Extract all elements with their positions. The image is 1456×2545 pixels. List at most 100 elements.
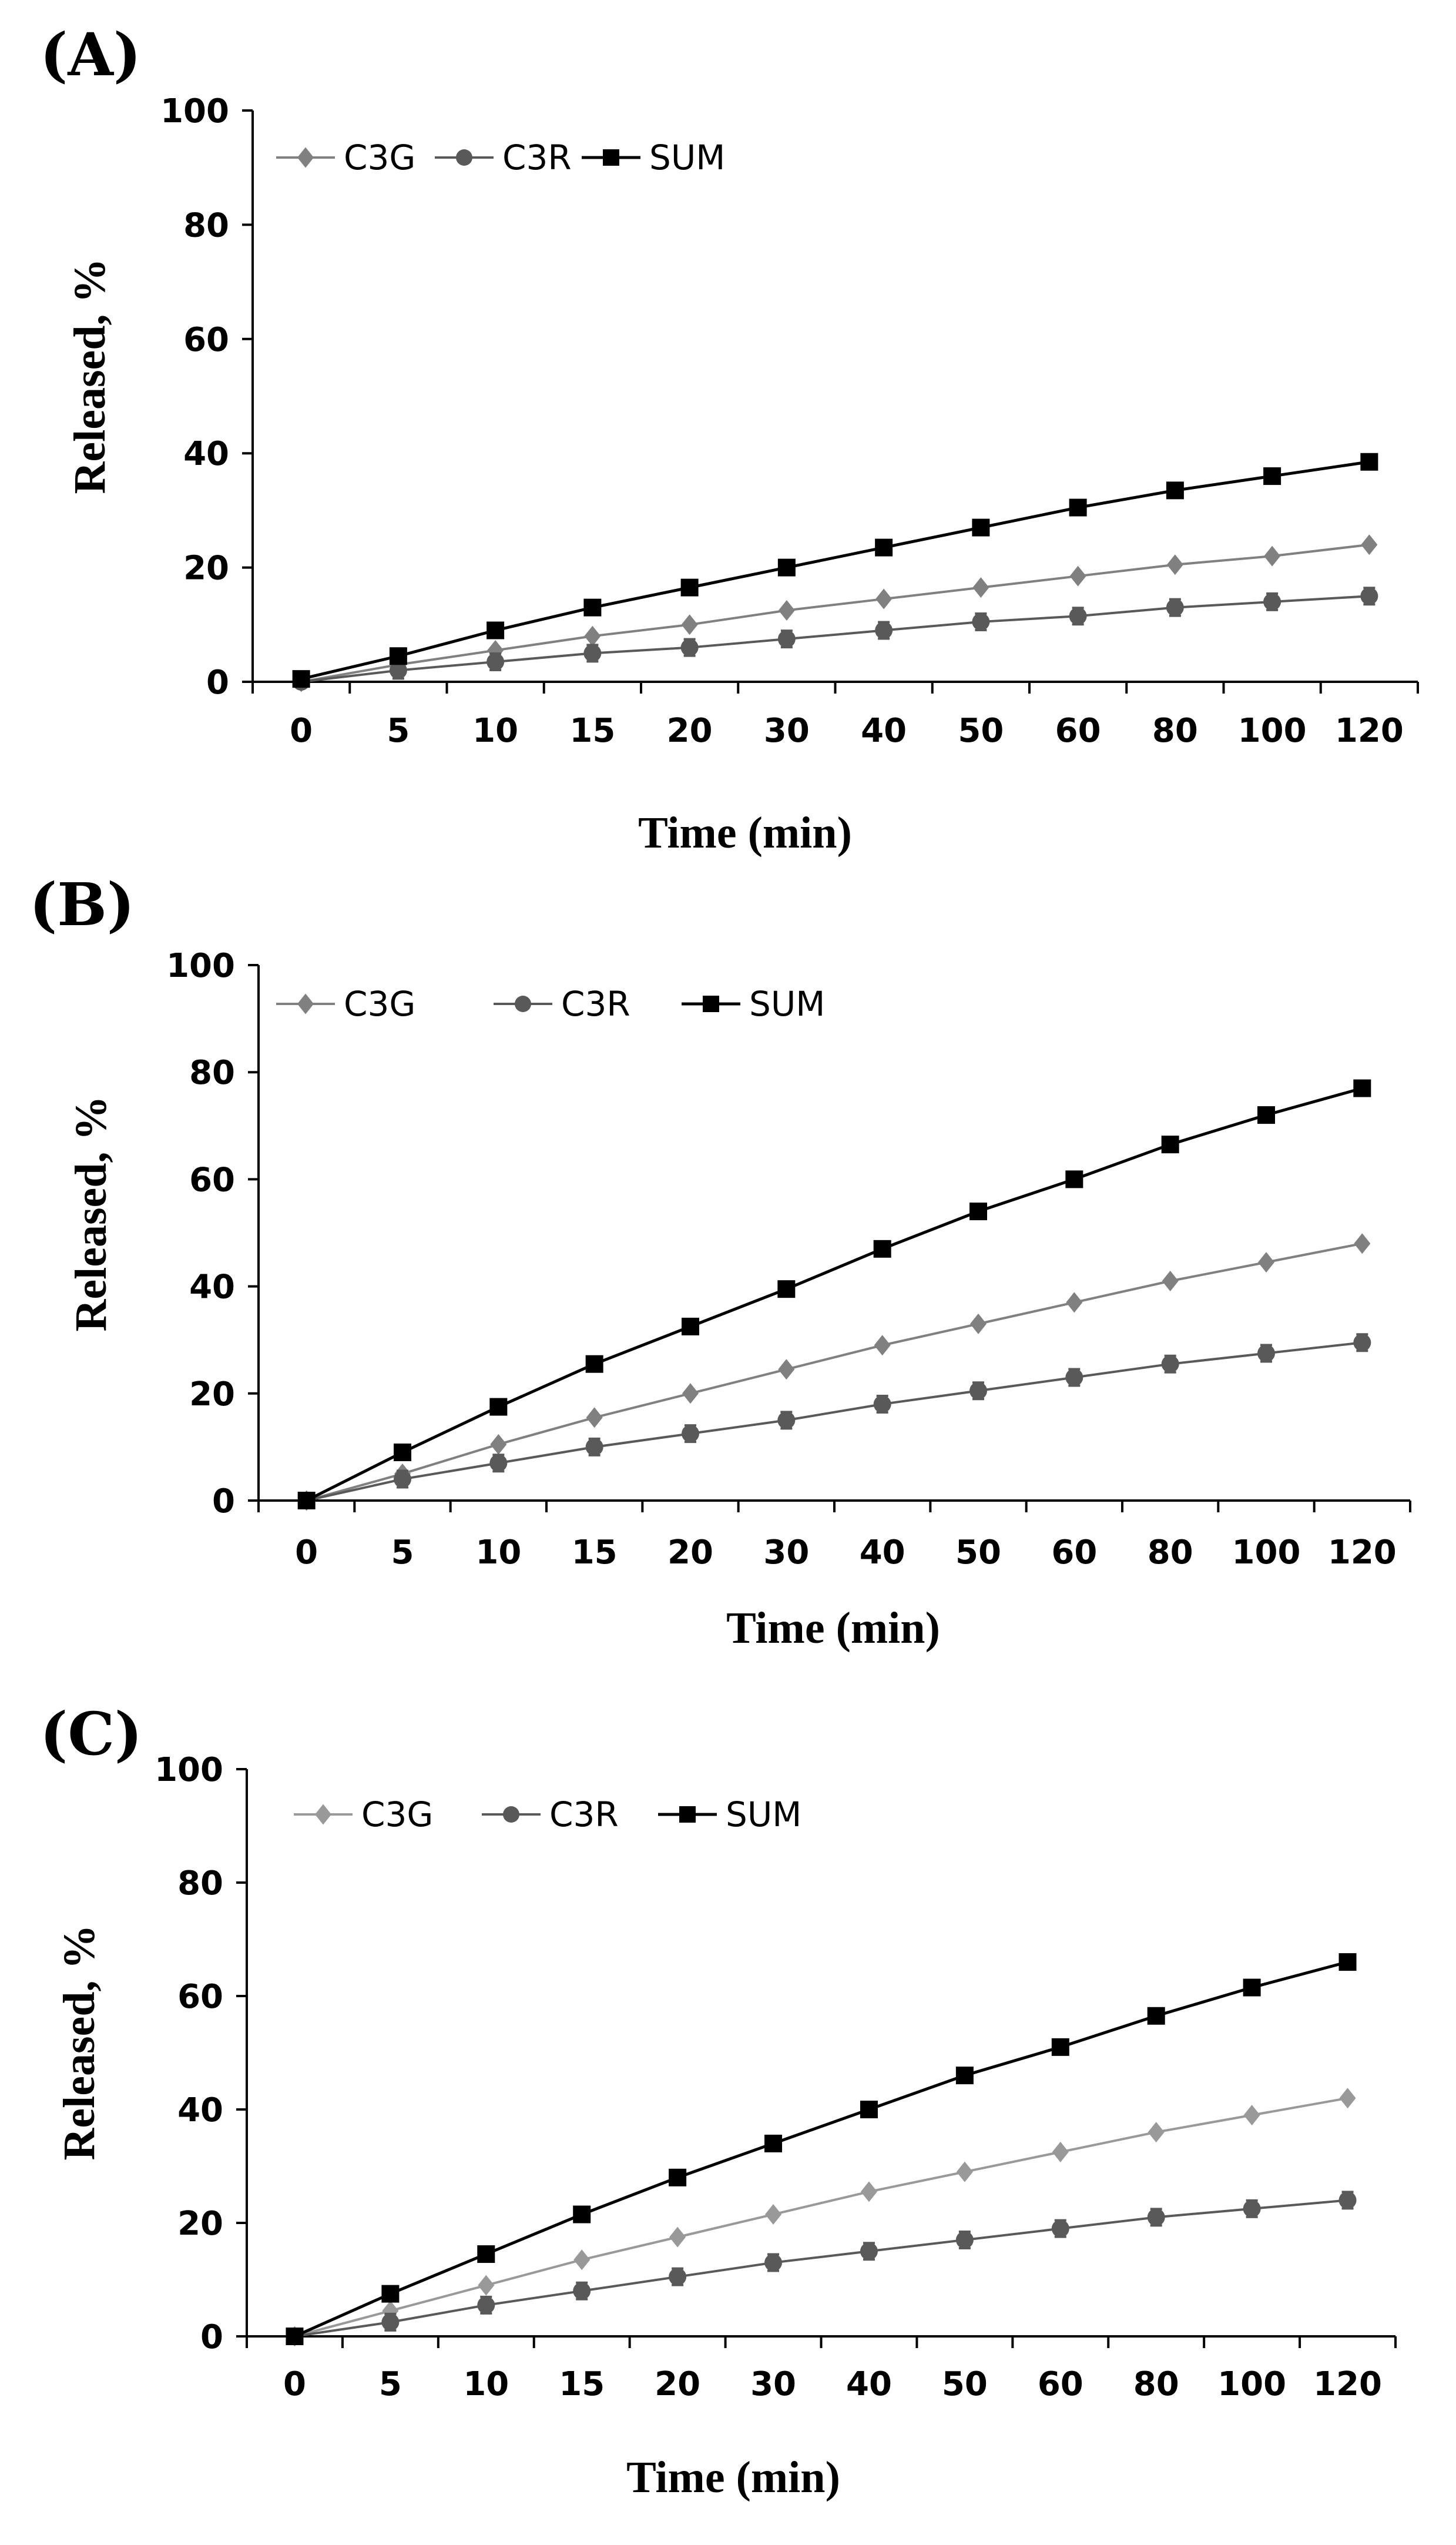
x-tick-label: 30 [750, 2365, 796, 2403]
x-axis-title: Time (min) [626, 2453, 840, 2502]
x-tick-label: 20 [667, 1533, 713, 1572]
series-line-sum [301, 460, 1370, 681]
data-point-c3g [1354, 1233, 1371, 1254]
y-tick-label: 80 [189, 1054, 235, 1092]
data-point-c3r [1051, 2219, 1069, 2238]
data-point-c3g [1361, 534, 1378, 555]
data-point-sum [487, 621, 505, 639]
x-tick-label: 10 [472, 712, 518, 750]
series-line-c3g [294, 2097, 1348, 2338]
data-point-c3g [584, 625, 601, 647]
data-point-sum [875, 538, 893, 557]
data-point-sum [489, 1398, 508, 1416]
y-tick-label: 100 [155, 1751, 223, 1789]
data-point-c3g [1066, 1292, 1083, 1313]
y-tick-label: 60 [177, 1978, 223, 2016]
data-point-c3r [1353, 1334, 1371, 1352]
x-tick-label: 80 [1148, 1533, 1193, 1572]
data-point-sum [764, 2134, 783, 2152]
x-tick-label: 100 [1232, 1533, 1301, 1572]
legend-label-c3g: C3G [361, 1794, 433, 1834]
data-point-c3r [477, 2296, 495, 2314]
data-point-c3g [1339, 2088, 1356, 2109]
x-tick-label: 15 [559, 2365, 605, 2403]
series-line-c3g [301, 543, 1370, 683]
data-point-c3g [586, 1407, 603, 1428]
y-tick-label: 80 [177, 1864, 223, 1903]
data-point-sum [389, 647, 407, 665]
x-tick-label: 10 [463, 2365, 509, 2403]
data-point-c3g [860, 2181, 877, 2202]
y-tick-label: 0 [212, 1482, 235, 1521]
data-point-c3r [487, 652, 505, 671]
data-point-c3r [1243, 2199, 1261, 2218]
data-point-c3r [873, 1395, 891, 1414]
data-point-c3g [681, 614, 698, 635]
x-ticks: 0 5 10 15 20 30 40 50 60 80 100 120 [246, 2336, 1397, 2403]
x-tick-label: 30 [764, 712, 810, 750]
x-tick-label: 120 [1313, 2365, 1382, 2403]
y-ticks: 0 20 40 60 80 100 [166, 947, 259, 1521]
data-point-sum [1263, 467, 1281, 485]
panel-b: (B) Released, % Time (min) 020406080100 … [29, 870, 1411, 1653]
data-point-sum [394, 1444, 411, 1462]
data-point-c3g [1243, 2105, 1260, 2126]
plot-series [297, 1079, 1371, 1511]
data-point-c3r [680, 638, 699, 657]
x-tick-label: 15 [572, 1533, 618, 1572]
data-point-c3r [1147, 2208, 1165, 2226]
x-tick-label: 50 [955, 1533, 1001, 1572]
data-point-c3r [764, 2253, 783, 2272]
data-point-c3r [1161, 1355, 1179, 1373]
data-point-c3g [1162, 1270, 1179, 1291]
x-axis-title: Time (min) [726, 1603, 940, 1653]
series-line-c3r [306, 1341, 1363, 1502]
data-point-c3r [381, 2313, 400, 2331]
data-point-c3r [860, 2242, 878, 2261]
plot-series [292, 453, 1378, 692]
x-axis-title: Time (min) [638, 808, 852, 858]
data-point-c3r [583, 644, 602, 662]
x-tick-label: 60 [1055, 712, 1101, 750]
x-tick-label: 100 [1217, 2365, 1286, 2403]
series-line-sum [294, 1960, 1348, 2338]
y-tick-label: 40 [183, 435, 229, 473]
data-point-sum [1360, 453, 1378, 471]
y-tick-label: 40 [177, 2091, 223, 2129]
data-point-c3g [778, 600, 795, 621]
data-point-sum [1338, 1953, 1357, 1971]
data-point-sum [297, 1492, 316, 1509]
data-point-c3r [875, 621, 893, 639]
data-point-sum [583, 598, 602, 617]
x-tick-label: 5 [379, 2365, 402, 2403]
data-point-c3r [1166, 598, 1184, 617]
x-tick-label: 60 [1038, 2365, 1083, 2403]
data-point-sum [292, 670, 310, 688]
x-tick-label: 20 [655, 2365, 700, 2403]
x-tick-label: 30 [763, 1533, 809, 1572]
y-tick-label: 20 [189, 1375, 235, 1414]
data-point-sum [1161, 1136, 1179, 1154]
data-point-c3g [778, 1359, 795, 1380]
data-point-c3r [1263, 592, 1281, 611]
x-tick-label: 5 [391, 1533, 414, 1572]
data-point-sum [969, 1203, 987, 1221]
data-point-c3g [682, 1383, 699, 1404]
legend: C3G C3R SUM [276, 138, 725, 178]
data-point-c3r [669, 2268, 687, 2286]
data-point-c3g [875, 588, 893, 610]
legend-marker-sum [703, 996, 719, 1012]
plot-series [286, 1953, 1357, 2347]
data-point-sum [972, 518, 990, 537]
x-tick-label: 0 [295, 1533, 318, 1572]
x-tick-label: 5 [387, 712, 410, 750]
x-tick-label: 80 [1133, 2365, 1179, 2403]
y-tick-label: 80 [183, 206, 229, 245]
y-tick-label: 40 [189, 1268, 235, 1307]
y-tick-label: 100 [166, 947, 235, 985]
legend-label-sum: SUM [649, 138, 725, 178]
legend: C3G C3R SUM [294, 1794, 801, 1834]
panel-label: (A) [40, 20, 141, 89]
legend-label-sum: SUM [726, 1794, 801, 1834]
